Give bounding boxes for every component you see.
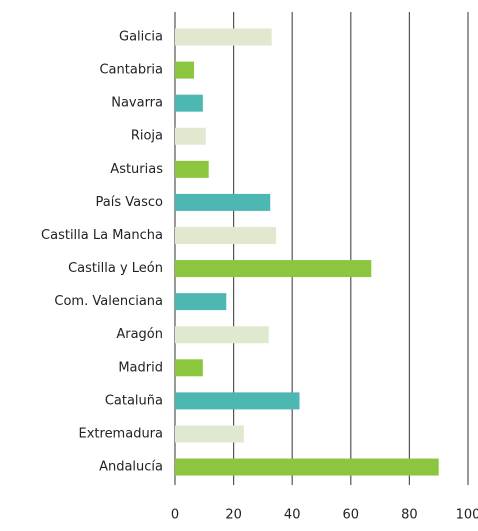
y-tick-label: País Vasco (96, 195, 164, 210)
bar (175, 326, 269, 344)
x-tick-label: 80 (401, 508, 418, 523)
bar (175, 425, 244, 443)
y-tick-label: Asturias (110, 162, 163, 177)
y-tick-label: Castilla y León (68, 261, 163, 276)
y-tick-label: Cataluña (105, 393, 163, 408)
y-tick-label: Com. Valenciana (54, 294, 163, 309)
bar (175, 193, 271, 211)
x-tick-label: 20 (225, 508, 242, 523)
x-tick-label: 40 (284, 508, 301, 523)
y-tick-label: Madrid (118, 360, 163, 375)
bar (175, 293, 227, 311)
bar (175, 392, 300, 410)
y-tick-label: Aragón (116, 327, 163, 342)
x-tick-label: 100 (456, 508, 478, 523)
y-tick-label: Castilla La Mancha (41, 228, 163, 243)
bar (175, 226, 277, 244)
bar (175, 160, 209, 178)
y-tick-label: Rioja (131, 129, 163, 144)
bar (175, 260, 372, 278)
bar (175, 458, 439, 476)
bar (175, 94, 203, 112)
bar (175, 61, 195, 79)
bar (175, 28, 272, 46)
y-tick-label: Andalucía (99, 460, 163, 475)
x-tick-label: 0 (171, 508, 179, 523)
bar (175, 359, 203, 377)
x-tick-label: 60 (343, 508, 360, 523)
y-tick-label: Extremadura (79, 426, 164, 441)
y-tick-label: Cantabria (99, 63, 163, 78)
y-tick-label: Navarra (111, 96, 163, 111)
bar (175, 127, 206, 145)
y-tick-label: Galicia (119, 30, 163, 45)
